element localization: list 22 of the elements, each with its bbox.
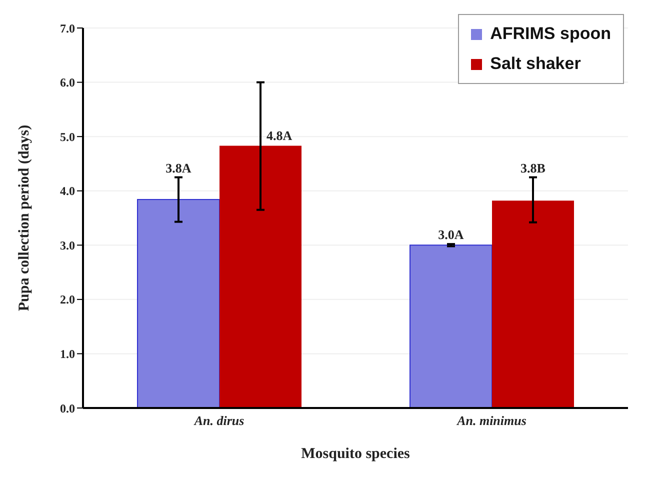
y-axis-title: Pupa collection period (days) bbox=[16, 124, 32, 312]
y-tick-label: 1.0 bbox=[60, 346, 75, 361]
legend-label: Salt shaker bbox=[490, 53, 581, 75]
x-tick-label: An. minimus bbox=[456, 413, 526, 428]
bar bbox=[220, 146, 302, 408]
y-tick-label: 0.0 bbox=[60, 401, 75, 416]
x-axis-title: Mosquito species bbox=[301, 446, 410, 462]
data-label: 3.0A bbox=[438, 227, 464, 242]
data-label: 3.8A bbox=[166, 160, 192, 176]
bar bbox=[137, 199, 220, 408]
bar bbox=[410, 244, 492, 408]
y-tick-label: 6.0 bbox=[60, 76, 75, 90]
y-tick-label: 5.0 bbox=[60, 130, 75, 144]
y-tick-label: 2.0 bbox=[60, 292, 75, 307]
bar bbox=[492, 200, 574, 408]
x-tick-label: An. dirus bbox=[193, 413, 244, 428]
data-label: 3.8B bbox=[520, 160, 546, 176]
y-tick-label: 7.0 bbox=[60, 21, 75, 36]
y-tick-label: 4.0 bbox=[60, 184, 75, 198]
data-label: 4.8A bbox=[266, 128, 293, 143]
legend-label: AFRIMS spoon bbox=[490, 23, 611, 45]
y-tick-label: 3.0 bbox=[60, 238, 75, 252]
